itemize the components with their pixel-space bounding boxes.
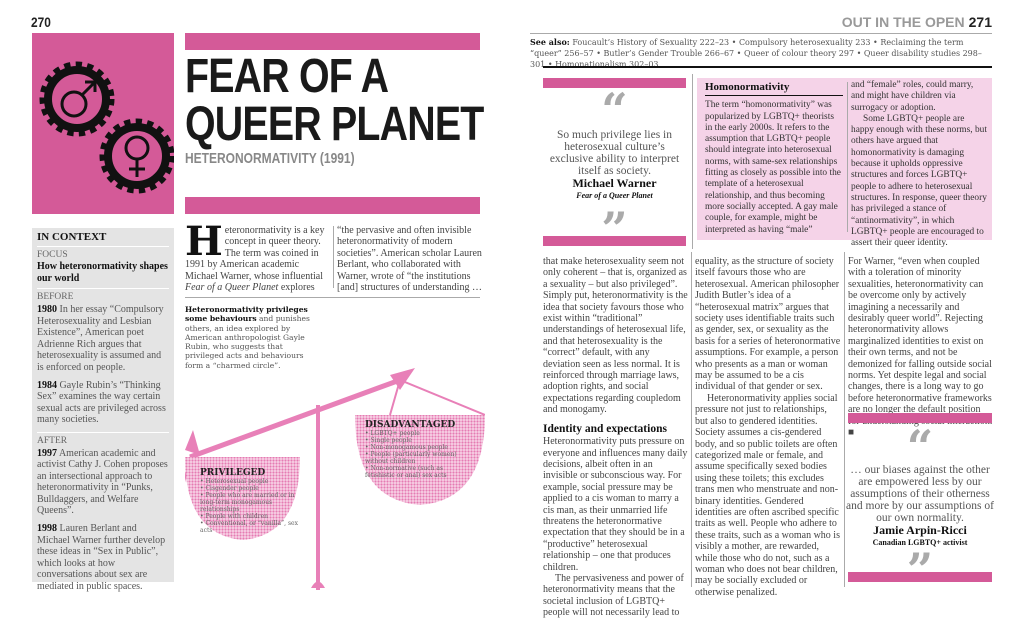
body-col-1: that make heterosexuality seem not only … — [543, 256, 688, 619]
after-entry: 1997 American academic and activist Cath… — [37, 447, 168, 517]
focus-text: How heteronormativity shapes our world — [37, 261, 168, 284]
divider — [185, 297, 480, 298]
in-context-box: IN CONTEXT FOCUS How heteronormativity s… — [32, 228, 174, 592]
list-item: • LGBTQ+ people — [365, 430, 420, 437]
drop-cap: H — [185, 218, 223, 265]
quote-bar — [543, 78, 686, 88]
title-line-2: QUEER PLANET — [185, 98, 484, 151]
disadvantaged-pan — [355, 415, 485, 505]
list-item: • Heterosexual people — [200, 478, 269, 485]
quote-bar — [543, 236, 686, 246]
list-item: • Non-normative (such as fetishistic or … — [365, 465, 447, 479]
open-quote-icon: “ — [906, 420, 934, 474]
open-quote-icon: “ — [601, 83, 628, 137]
section-heading: Identity and expectations — [543, 422, 667, 435]
in-context-heading: IN CONTEXT — [37, 231, 169, 247]
page-title: FEAR OF A QUEER PLANET — [185, 53, 484, 149]
disadvantaged-list: DISADVANTAGED • LGBTQ+ people • Single p… — [365, 420, 465, 479]
list-item: • Non-monogamous people — [365, 444, 448, 451]
sidebar-col-1: The term “homonormativity” was populariz… — [705, 100, 841, 235]
body-col-3: For Warner, “even when coupled with a to… — [848, 256, 992, 439]
list-item: • Conventional, or “vanilla”, sex acts — [200, 520, 298, 534]
see-also: See also: Foucault’s History of Sexualit… — [530, 37, 982, 69]
privileged-list: PRIVILEGED • Heterosexual people • Cisge… — [200, 468, 300, 534]
title-bar-top — [185, 33, 480, 50]
after-entry: 1998 Lauren Berlant and Michael Warner f… — [37, 523, 166, 593]
sidebar-col-2: and “female” roles, could marry, and mig… — [851, 80, 987, 249]
gender-gears-illustration — [32, 33, 175, 214]
body-col-2: equality, as the structure of society it… — [695, 256, 841, 598]
illustration-caption: Heteronormativity privileges some behavi… — [185, 305, 310, 370]
list-item: • People with children — [200, 513, 269, 520]
list-item: • Cisgender people — [200, 485, 259, 492]
intro-col-2: “the pervasive and often invisible heter… — [337, 225, 482, 294]
running-head: OUT IN THE OPEN 271 — [841, 14, 992, 30]
pull-quote-1: “ So much privilege lies in heterosexual… — [543, 83, 686, 252]
before-entry: 1980 In her essay “Compulsory Heterosexu… — [37, 303, 164, 373]
title-line-1: FEAR OF A — [185, 50, 389, 103]
after-label: AFTER — [37, 435, 68, 446]
privileged-pan — [185, 457, 300, 540]
close-quote-icon: ” — [906, 543, 934, 597]
female-gear-icon — [99, 118, 175, 194]
before-label: BEFORE — [37, 292, 74, 303]
list-item: • Single people — [365, 437, 412, 444]
page-number-right: 271 — [968, 14, 992, 30]
pull-quote-2: “ … our biases against the other are emp… — [846, 420, 994, 597]
quote-bar — [848, 413, 992, 423]
sidebar-heading: Homonormativity — [705, 81, 843, 97]
quote-bar — [848, 572, 992, 582]
list-item: • People who are married or in long-term… — [200, 492, 295, 513]
page-number-left: 270 — [31, 14, 51, 30]
list-item: • People (particularly women) without ch… — [365, 451, 457, 465]
male-gear-icon — [39, 61, 115, 137]
title-bar-bottom — [185, 197, 480, 214]
homonormativity-sidebar: Homonormativity The term “homonormativit… — [697, 78, 992, 248]
scale-illustration: PRIVILEGED • Heterosexual people • Cisge… — [174, 360, 486, 590]
before-entry: 1984 Gayle Rubin’s “Thinking Sex” examin… — [37, 379, 166, 426]
page-subtitle: HETERONORMATIVITY (1991) — [185, 150, 355, 167]
focus-label: FOCUS — [37, 249, 68, 260]
